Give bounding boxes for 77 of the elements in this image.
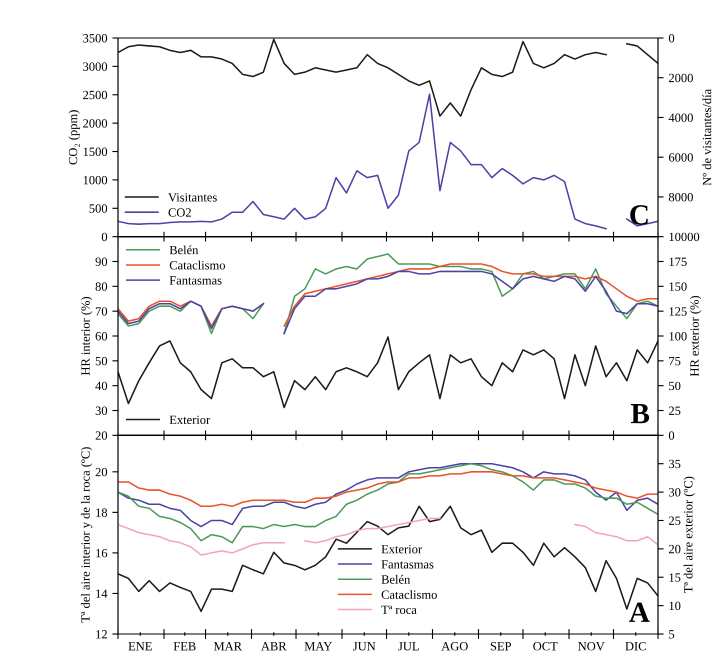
- y2-tick-label: 150: [670, 282, 687, 291]
- y2-tick-label: 20: [668, 544, 680, 554]
- x-tick-label: SEP: [490, 642, 512, 650]
- annotation: B: [630, 404, 650, 424]
- y-tick-label: 3500: [83, 34, 108, 42]
- y-tick-label: 20: [96, 431, 108, 440]
- y-tick-label: 500: [90, 204, 108, 213]
- y2-tick-label: 25: [668, 406, 680, 415]
- y2-tick-label: 15: [670, 573, 680, 582]
- y2-tick-label: 0: [668, 34, 674, 42]
- y-tick-label: 70: [96, 307, 108, 316]
- y-tick-label: 14: [96, 590, 108, 598]
- y2-tick-label: 30: [669, 488, 680, 497]
- y-tick-label: 16: [96, 548, 108, 558]
- line-series: [118, 462, 658, 544]
- legend-label: Exterior: [170, 416, 210, 424]
- legend-label: Cataclismo: [382, 590, 437, 599]
- y-tick-label: 20: [96, 468, 108, 476]
- y-tick-label: 90: [95, 258, 108, 266]
- y-tick-label: 30: [96, 406, 108, 415]
- y2-tick-label: 4000: [668, 113, 693, 122]
- y-tick-label: 18: [96, 508, 108, 517]
- y2-tick-label: 35: [669, 460, 680, 468]
- y2-tick-label: 25: [668, 516, 680, 525]
- legend-label: Fantasmas: [381, 560, 434, 569]
- y2-tick-label: 10000: [670, 232, 700, 242]
- y-tick-label: 50: [96, 356, 108, 366]
- legend-label: CO2: [168, 208, 191, 217]
- y2-tick-label: 10: [670, 602, 680, 610]
- legend-label: Fantasmas: [170, 276, 222, 285]
- x-tick-label: ENE: [128, 642, 152, 650]
- x-tick-label: OCT: [533, 642, 558, 650]
- y2-tick-label: 50: [669, 382, 680, 390]
- y2-tick-label: 75: [669, 356, 680, 366]
- y-tick-label: 60: [96, 332, 108, 340]
- y2-axis-title: Tª del aire exterior (ºC): [684, 476, 696, 593]
- x-tick-label: AGO: [441, 642, 468, 650]
- y-tick-label: 40: [95, 382, 108, 390]
- y-axis-title: HR interior (%): [80, 296, 92, 376]
- y-tick-label: 2500: [83, 90, 108, 100]
- legend-label: Cataclismo: [170, 260, 226, 270]
- annotation: C: [630, 205, 648, 225]
- line-series: [118, 462, 658, 528]
- y2-tick-label: 125: [670, 307, 687, 316]
- y2-tick-label: 6000: [668, 153, 693, 162]
- x-tick-label: NOV: [578, 642, 605, 650]
- x-tick-label: FEB: [174, 642, 196, 650]
- annotation: A: [629, 602, 650, 622]
- x-tick-label: DIC: [625, 642, 646, 650]
- y2-axis-title: Nº de visitantes/día: [702, 89, 712, 186]
- y-axis-title: Tª del aire interior y de la roca (ºC): [80, 447, 92, 622]
- x-tick-label: JUL: [398, 642, 419, 650]
- legend-label: Visitantes: [168, 193, 217, 202]
- y-tick-label: 3000: [83, 62, 108, 71]
- legend-label: Exterior: [381, 544, 422, 554]
- x-tick-label: MAR: [214, 642, 242, 650]
- y-tick-label: 1000: [84, 176, 108, 184]
- y2-tick-label: 2000: [668, 74, 693, 82]
- y-tick-label: 1500: [84, 148, 108, 156]
- y-tick-label: 12: [96, 630, 107, 638]
- y-tick-label: 2000: [83, 119, 108, 128]
- y-axis-title: CO₂ (ppm): [68, 110, 80, 165]
- legend-label: Tª roca: [381, 606, 417, 614]
- y-tick-label: 0: [102, 232, 108, 242]
- y2-tick-label: 175: [670, 258, 687, 266]
- x-tick-label: JUN: [353, 642, 376, 650]
- y2-axis-title: HR exterior (%): [690, 296, 702, 376]
- x-tick-label: ABR: [261, 642, 287, 650]
- y2-tick-label: 5: [669, 630, 674, 638]
- y-tick-label: 80: [96, 282, 108, 291]
- x-tick-label: MAY: [304, 642, 332, 650]
- y2-tick-label: 8000: [668, 192, 693, 202]
- legend-label: Belén: [170, 245, 198, 254]
- legend-label: Belén: [381, 574, 410, 584]
- y2-tick-label: 0: [668, 431, 674, 440]
- y2-tick-label: 100: [670, 332, 687, 340]
- line-series: [118, 471, 658, 508]
